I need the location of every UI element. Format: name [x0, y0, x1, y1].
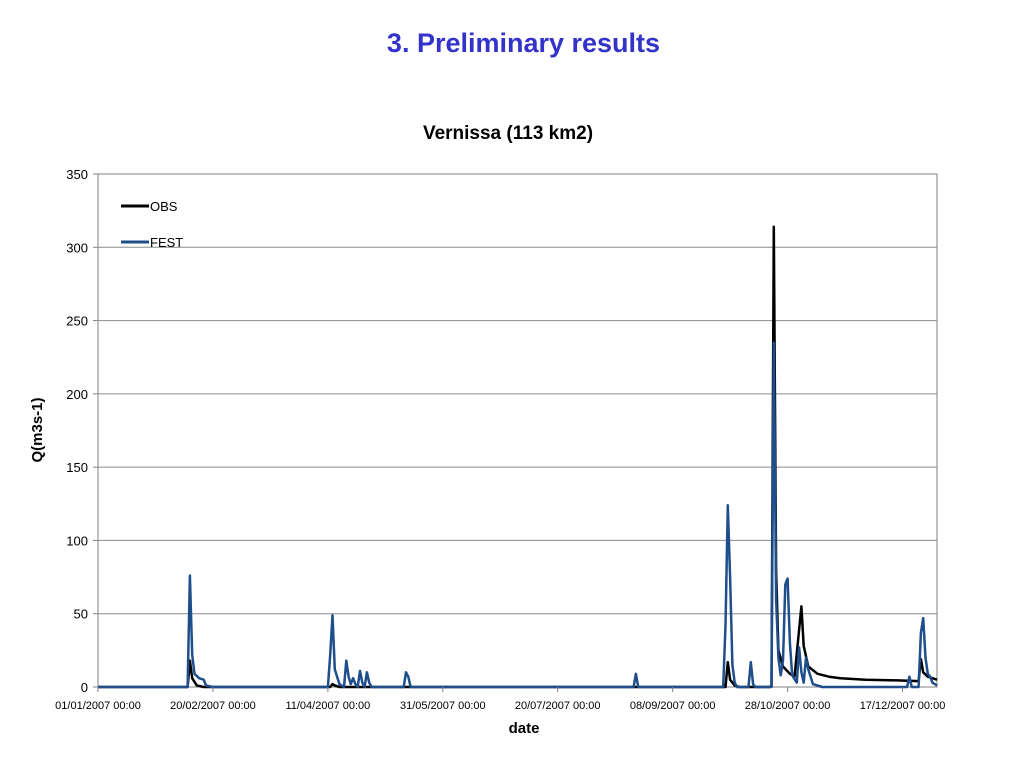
x-tick-label: 20/02/2007 00:00	[170, 700, 256, 712]
x-tick-label: 01/01/2007 00:00	[55, 700, 141, 712]
chart-title: Vernissa (113 km2)	[423, 123, 593, 144]
legend: OBS FEST	[121, 199, 183, 250]
x-tick-label: 31/05/2007 00:00	[400, 700, 486, 712]
x-tick-label: 20/07/2007 00:00	[515, 700, 601, 712]
slide-title: 3. Preliminary results	[386, 28, 661, 58]
y-axis-label: Q(m3s-1)	[29, 397, 46, 462]
gridlines	[98, 246, 937, 615]
series-line-fest	[98, 341, 938, 689]
y-tick-label: 200	[66, 387, 88, 402]
x-tick-label: 28/10/2007 00:00	[745, 700, 831, 712]
x-tick-label: 08/09/2007 00:00	[630, 700, 716, 712]
x-axis-ticks: 01/01/2007 00:00 20/02/2007 00:00 11/04/20…	[55, 687, 945, 712]
x-axis-label: date	[509, 720, 540, 737]
y-tick-label: 350	[66, 167, 88, 182]
y-axis-ticks: 0 50 100 150 200 250 300 350	[66, 167, 98, 695]
y-tick-label: 50	[74, 607, 88, 622]
series-lines	[98, 225, 938, 689]
y-tick-label: 100	[66, 533, 88, 548]
x-tick-label: 11/04/2007 00:00	[285, 700, 370, 712]
plot-area	[97, 173, 938, 688]
legend-label-fest: FEST	[150, 235, 183, 250]
y-tick-label: 300	[66, 240, 88, 255]
y-tick-label: 0	[81, 680, 88, 695]
y-tick-label: 250	[66, 314, 88, 329]
x-tick-label: 17/12/2007 00:00	[860, 700, 946, 712]
legend-label-obs: OBS	[150, 199, 178, 214]
y-tick-label: 150	[66, 460, 88, 475]
